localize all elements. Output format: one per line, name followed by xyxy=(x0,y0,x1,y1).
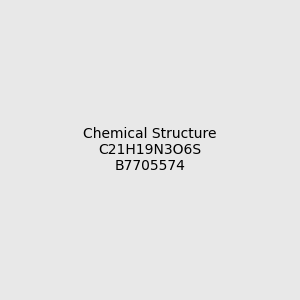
Text: Chemical Structure
C21H19N3O6S
B7705574: Chemical Structure C21H19N3O6S B7705574 xyxy=(83,127,217,173)
